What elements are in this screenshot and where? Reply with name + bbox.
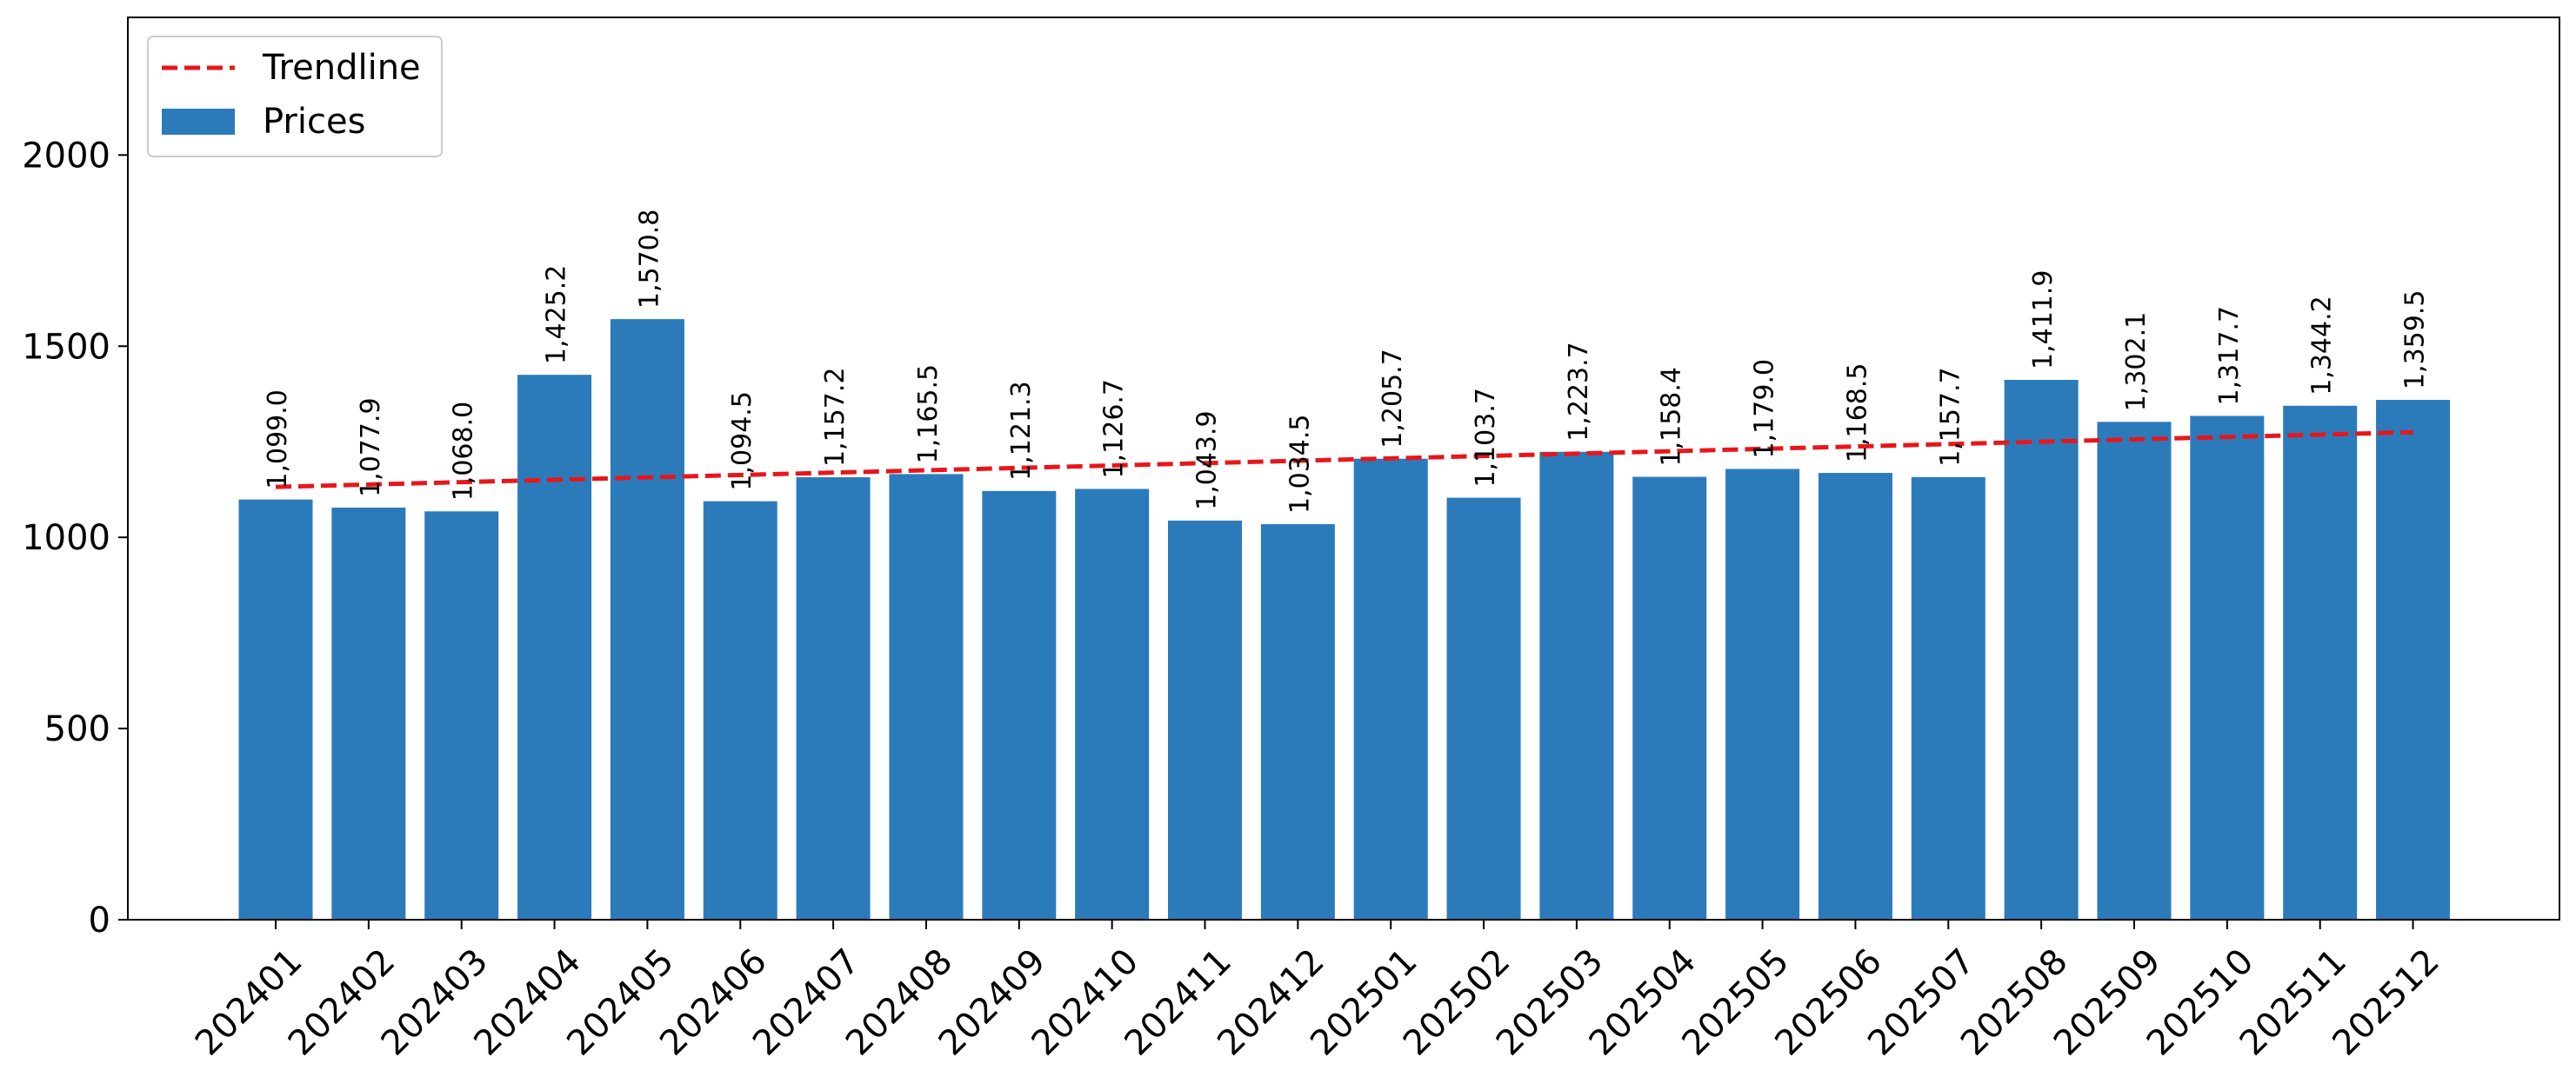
y-tick-label-1500: 1500 [22,327,110,367]
data-label-202501: 1,205.7 [1378,349,1408,449]
bar-202503 [1539,451,1614,920]
data-label-202405: 1,570.8 [634,209,664,309]
y-tick-label-2000: 2000 [22,136,110,176]
legend-trendline-label: Trendline [262,48,421,88]
bar-202409 [982,490,1057,920]
data-label-202502: 1,103.7 [1471,388,1501,488]
data-label-202412: 1,034.5 [1285,414,1315,514]
data-label-202511: 1,344.2 [2307,296,2338,396]
data-label-202404: 1,425.2 [542,265,572,365]
bar-202508 [2004,380,2079,920]
bars-layer [238,319,2451,921]
bar-202505 [1725,469,1800,920]
data-label-202406: 1,094.5 [727,391,757,491]
legend: Trendline Prices [147,36,443,157]
data-label-202408: 1,165.5 [913,364,944,464]
bar-202502 [1446,497,1521,920]
bar-202407 [796,477,871,920]
data-label-202505: 1,179.0 [1750,359,1780,459]
bar-202504 [1632,476,1707,920]
data-label-202411: 1,043.9 [1192,410,1223,510]
data-labels-layer: 1,099.0 1,077.9 1,068.0 1,425.2 1,570.8 1,094… [263,209,2431,514]
bar-202412 [1260,523,1335,920]
legend-prices-label: Prices [263,102,365,142]
bar-202406 [703,501,777,920]
bar-202401 [238,499,313,920]
bar-202408 [889,474,964,920]
bar-202506 [1818,473,1892,920]
bar-202509 [2097,422,2172,920]
bar-202512 [2376,400,2451,920]
data-label-202402: 1,077.9 [356,397,386,497]
data-label-202512: 1,359.5 [2400,290,2431,390]
data-label-202409: 1,121.3 [1006,381,1037,481]
data-label-202510: 1,317.7 [2214,306,2245,406]
bar-202507 [1911,476,1985,920]
data-label-202401: 1,099.0 [263,389,293,489]
data-label-202403: 1,068.0 [449,402,479,502]
data-label-202410: 1,126.7 [1099,379,1130,479]
plot-frame [127,17,2560,921]
data-label-202507: 1,157.7 [1935,367,1965,467]
data-label-202506: 1,168.5 [1842,363,1872,463]
legend-prices-swatch [162,109,235,135]
data-label-202509: 1,302.1 [2121,312,2152,412]
data-label-202508: 1,411.9 [2028,269,2059,369]
y-tick-label-0: 0 [89,901,110,941]
bar-202403 [424,511,499,920]
bar-202405 [610,319,684,920]
bar-202402 [331,507,406,920]
bar-202510 [2190,416,2265,921]
data-label-202503: 1,223.7 [1564,342,1594,442]
bar-202411 [1168,520,1242,920]
bar-202501 [1353,458,1428,920]
data-label-202504: 1,158.4 [1657,367,1687,467]
bar-202404 [517,375,592,920]
y-tick-label-1000: 1000 [22,518,110,558]
y-tick-label-500: 500 [44,709,110,749]
data-label-202407: 1,157.2 [820,368,851,468]
bar-202410 [1075,489,1150,920]
bar-202511 [2283,405,2358,921]
trendline [275,429,2413,489]
